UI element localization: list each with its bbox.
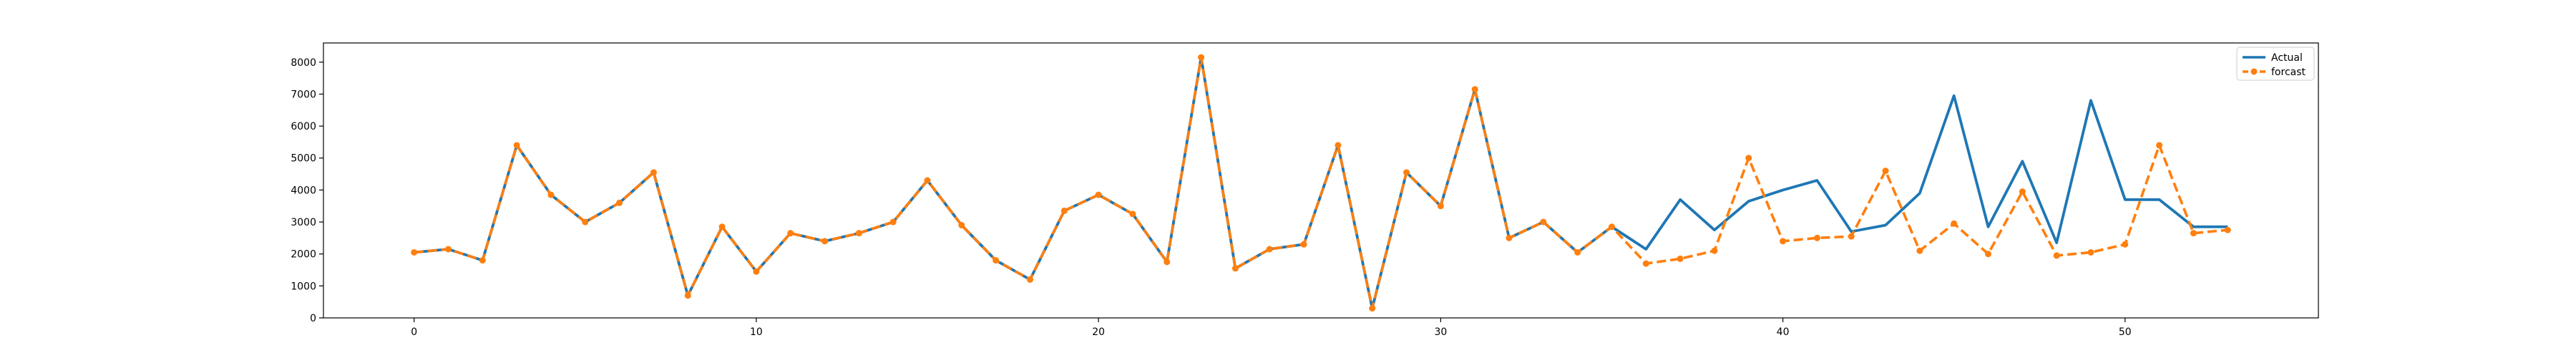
data-point xyxy=(1813,234,1820,241)
legend: Actual forcast xyxy=(2236,47,2315,81)
data-point xyxy=(992,257,1000,264)
data-point xyxy=(753,268,760,275)
data-point xyxy=(1060,207,1068,214)
data-point xyxy=(684,292,691,299)
data-point xyxy=(2019,188,2026,195)
y-tick-label: 2000 xyxy=(291,249,316,261)
data-point xyxy=(2122,241,2129,248)
legend-marker xyxy=(2250,68,2258,75)
data-point xyxy=(1231,265,1239,272)
data-point xyxy=(582,218,589,226)
data-point xyxy=(1608,223,1615,231)
data-point xyxy=(1642,260,1649,267)
data-point xyxy=(2156,142,2163,149)
data-point xyxy=(1369,305,1376,312)
data-point xyxy=(445,246,452,253)
y-tick-label: 0 xyxy=(310,313,316,324)
x-axis: 0 10 20 30 40 50 xyxy=(411,318,2132,338)
x-tick-label: 10 xyxy=(750,326,763,338)
data-point xyxy=(1335,142,1342,149)
plot-frame xyxy=(323,42,2319,319)
data-point xyxy=(1745,155,1752,162)
data-point xyxy=(1882,168,1889,175)
data-point xyxy=(889,218,897,226)
y-tick-label: 7000 xyxy=(291,89,316,100)
series-forcast xyxy=(411,54,2231,312)
data-point xyxy=(1437,203,1444,210)
data-point xyxy=(924,177,931,184)
data-point xyxy=(616,199,623,206)
data-point xyxy=(2224,226,2231,233)
data-point xyxy=(787,230,794,237)
data-point xyxy=(1677,255,1684,262)
data-point xyxy=(1848,233,1855,240)
data-point xyxy=(1471,86,1478,93)
data-point xyxy=(1300,241,1307,248)
data-point xyxy=(1711,247,1718,254)
data-point xyxy=(1027,276,1034,283)
y-tick-label: 4000 xyxy=(291,185,316,196)
data-point xyxy=(1780,238,1787,245)
data-point xyxy=(1951,220,1958,227)
data-point xyxy=(547,191,555,198)
data-point xyxy=(855,230,862,237)
data-point xyxy=(1916,247,1923,254)
data-point xyxy=(513,142,520,149)
x-tick-label: 50 xyxy=(2119,326,2132,338)
legend-label: forcast xyxy=(2271,67,2306,78)
y-tick-label: 5000 xyxy=(291,153,316,165)
x-tick-label: 20 xyxy=(1092,326,1105,338)
data-point xyxy=(1985,251,1992,258)
data-point xyxy=(479,257,486,264)
data-point xyxy=(821,238,829,245)
data-point xyxy=(1266,246,1273,253)
data-point xyxy=(650,169,657,176)
legend-label: Actual xyxy=(2271,52,2303,64)
data-point xyxy=(958,222,965,229)
data-point xyxy=(1506,234,1513,241)
data-point xyxy=(2087,248,2094,256)
y-tick-label: 6000 xyxy=(291,121,316,132)
data-point xyxy=(1540,218,1547,226)
legend-entry: Actual xyxy=(2243,52,2303,64)
data-point xyxy=(2190,230,2197,237)
x-tick-label: 40 xyxy=(1777,326,1790,338)
x-tick-label: 0 xyxy=(411,326,417,338)
series-line-forcast xyxy=(414,56,2228,310)
data-point xyxy=(1095,191,1102,198)
legend-entry: forcast xyxy=(2243,67,2306,78)
data-point xyxy=(1163,258,1171,266)
data-point xyxy=(2053,252,2060,259)
data-point xyxy=(411,248,418,256)
series-layer xyxy=(411,54,2231,312)
data-point xyxy=(718,223,726,231)
y-axis: 0 1000 2000 3000 4000 5000 6000 7000 8000 xyxy=(291,57,323,324)
x-tick-label: 30 xyxy=(1434,326,1447,338)
y-tick-label: 8000 xyxy=(291,57,316,69)
y-tick-label: 3000 xyxy=(291,217,316,228)
data-point xyxy=(1574,248,1581,256)
data-point xyxy=(1403,169,1410,176)
data-point xyxy=(1198,54,1205,61)
data-point xyxy=(1129,211,1136,218)
y-tick-label: 1000 xyxy=(291,281,316,292)
